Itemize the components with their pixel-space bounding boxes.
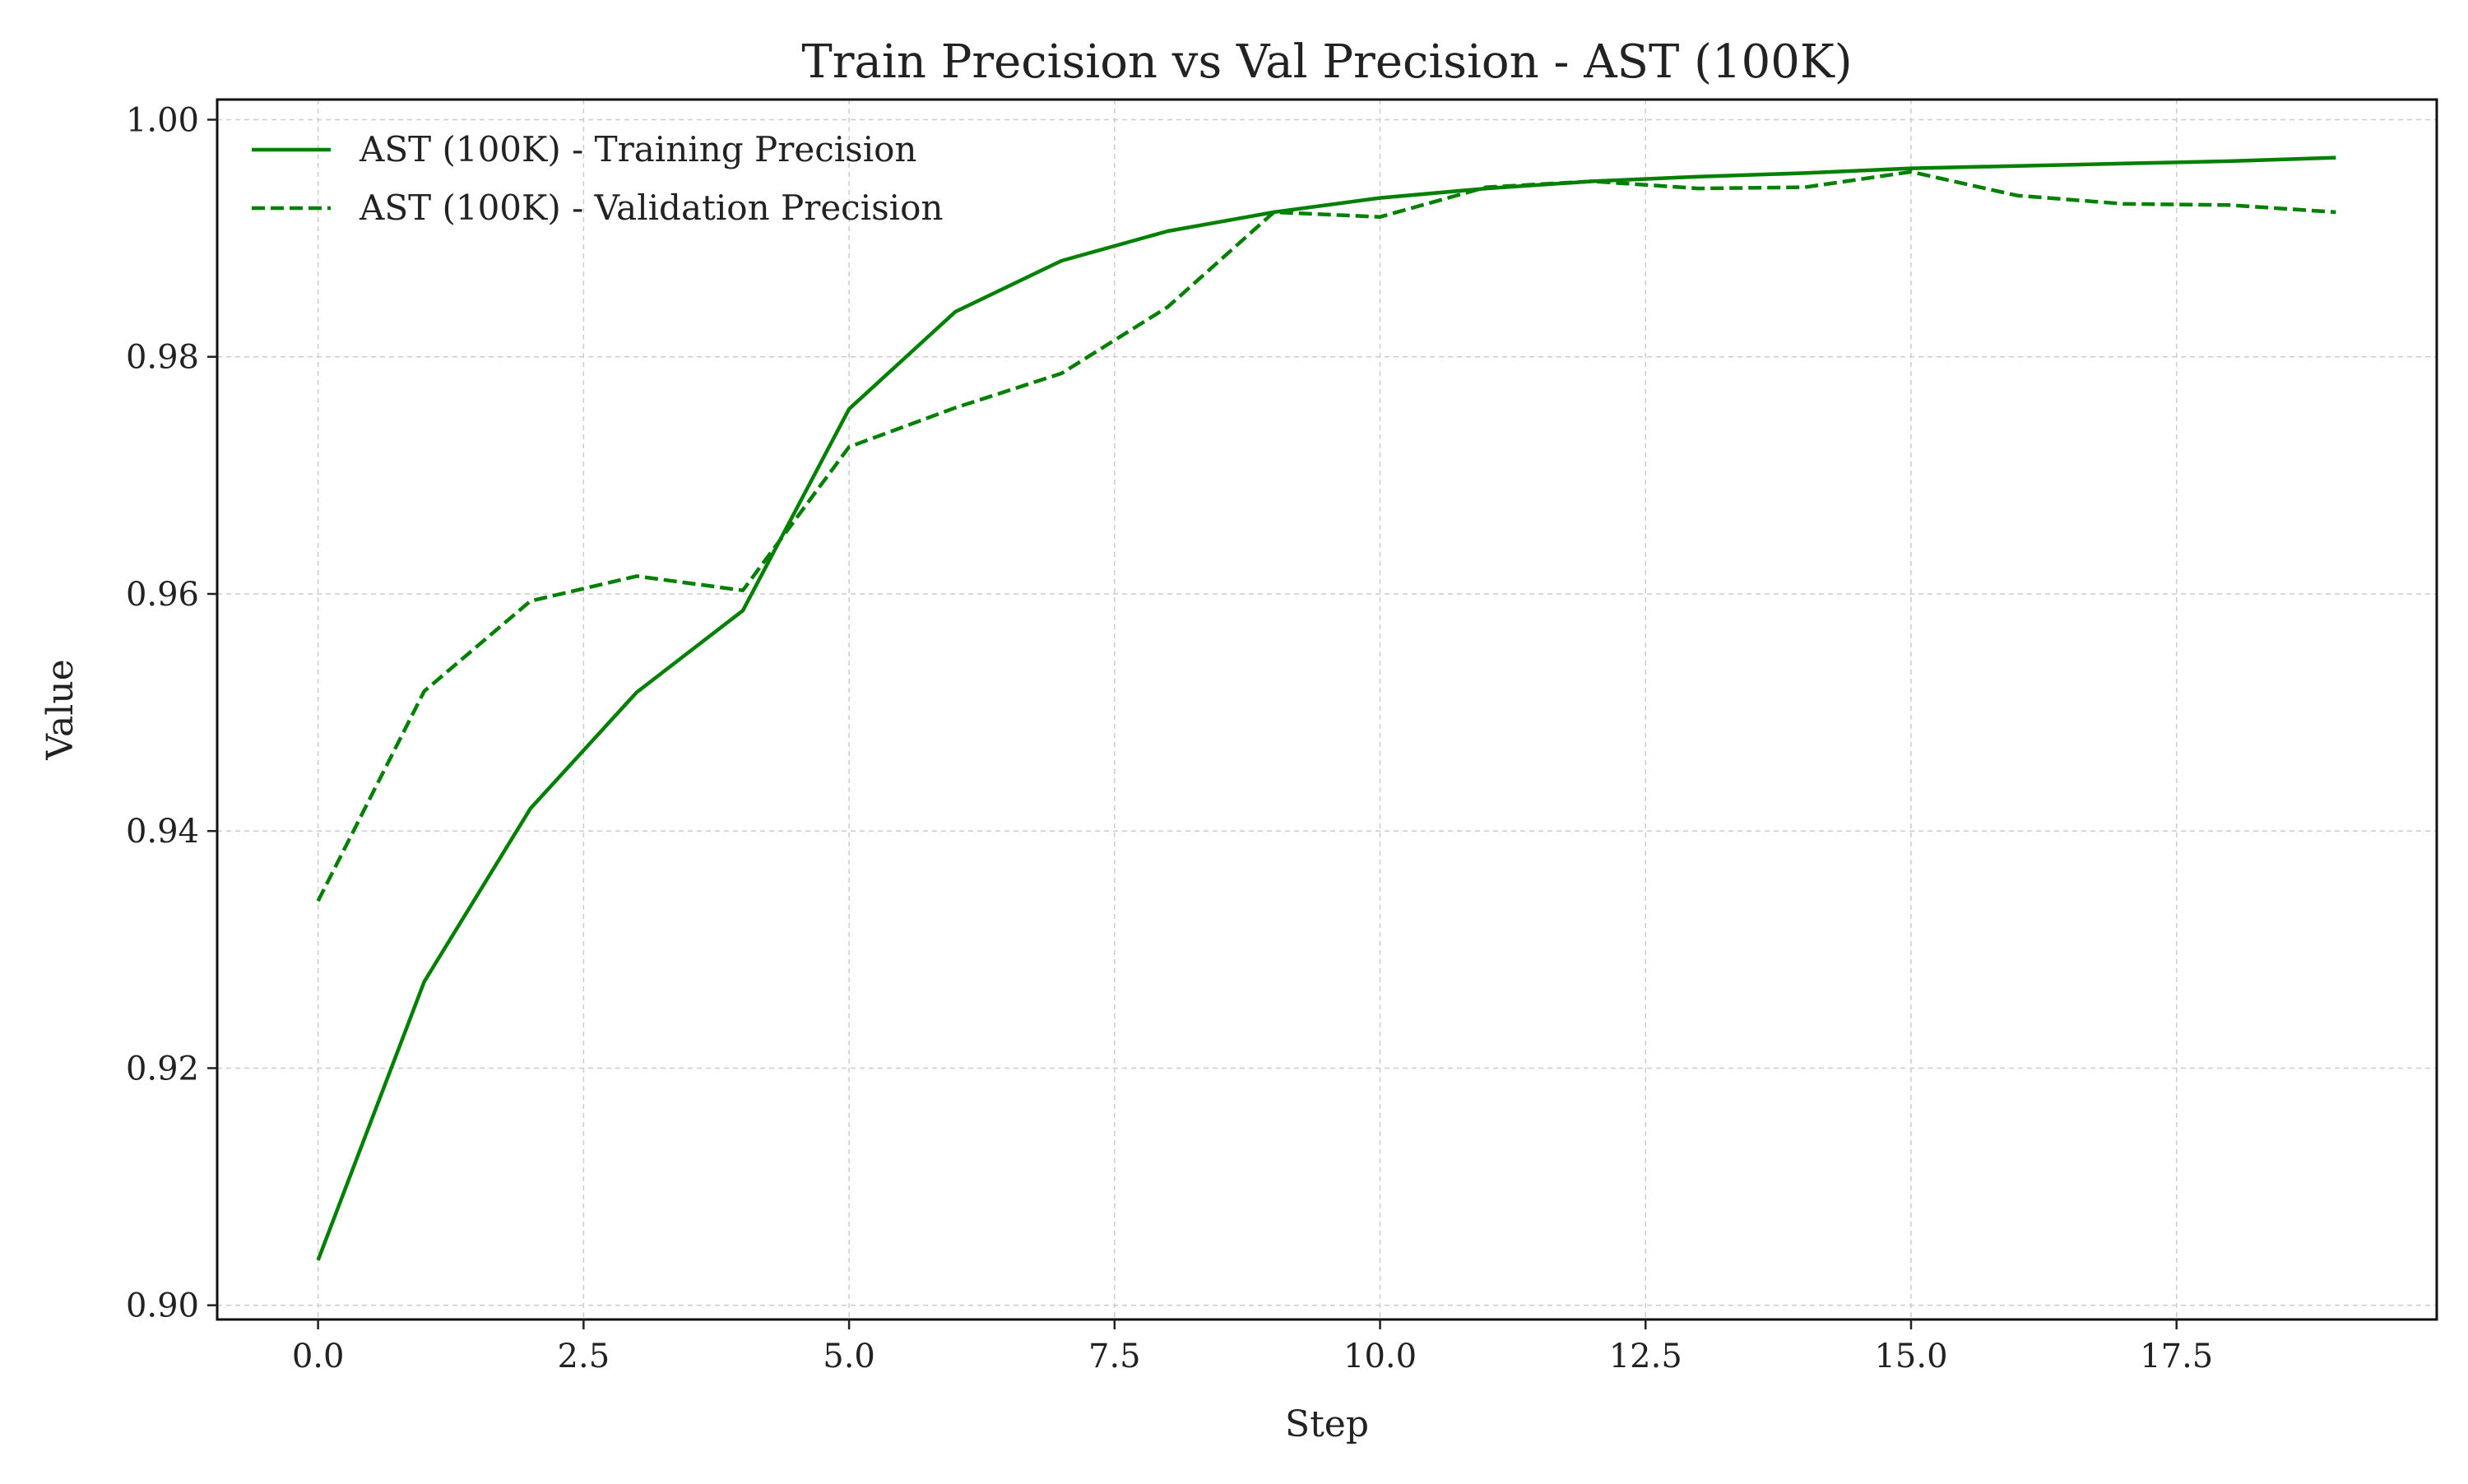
series-lines [318,158,2336,1261]
x-tick-label: 7.5 [1088,1338,1141,1375]
y-tick-label: 0.90 [126,1287,199,1325]
legend-label: AST (100K) - Validation Precision [359,188,943,228]
legend-label: AST (100K) - Training Precision [359,129,916,169]
x-tick-label: 15.0 [1874,1338,1947,1375]
y-tick-label: 0.98 [126,339,199,377]
x-tick-label: 2.5 [558,1338,610,1375]
y-tick-label: 1.00 [126,102,199,140]
x-tick-label: 5.0 [823,1338,875,1375]
validation-precision-line [318,172,2336,901]
legend: AST (100K) - Training Precision AST (100K… [252,129,943,228]
x-tick-label: 17.5 [2140,1338,2213,1375]
x-tick-label: 12.5 [1609,1338,1682,1375]
chart-title: Train Precision vs Val Precision - AST (… [801,35,1852,89]
grid [217,100,2437,1319]
plot-frame [217,100,2437,1319]
x-tick-label: 0.0 [292,1338,345,1375]
training-precision-line [318,158,2336,1260]
x-tick-label: 10.0 [1343,1338,1417,1375]
y-tick-label: 0.94 [126,813,199,851]
y-tick-label: 0.92 [126,1050,199,1087]
axis-ticks: 0.0 2.5 5.0 7.5 10.0 12.5 15.0 17.5 0.90 0.92 0.94… [126,102,2213,1375]
y-axis-label: Value [39,659,81,760]
y-tick-label: 0.96 [126,576,199,614]
x-axis-label: Step [1285,1403,1369,1445]
